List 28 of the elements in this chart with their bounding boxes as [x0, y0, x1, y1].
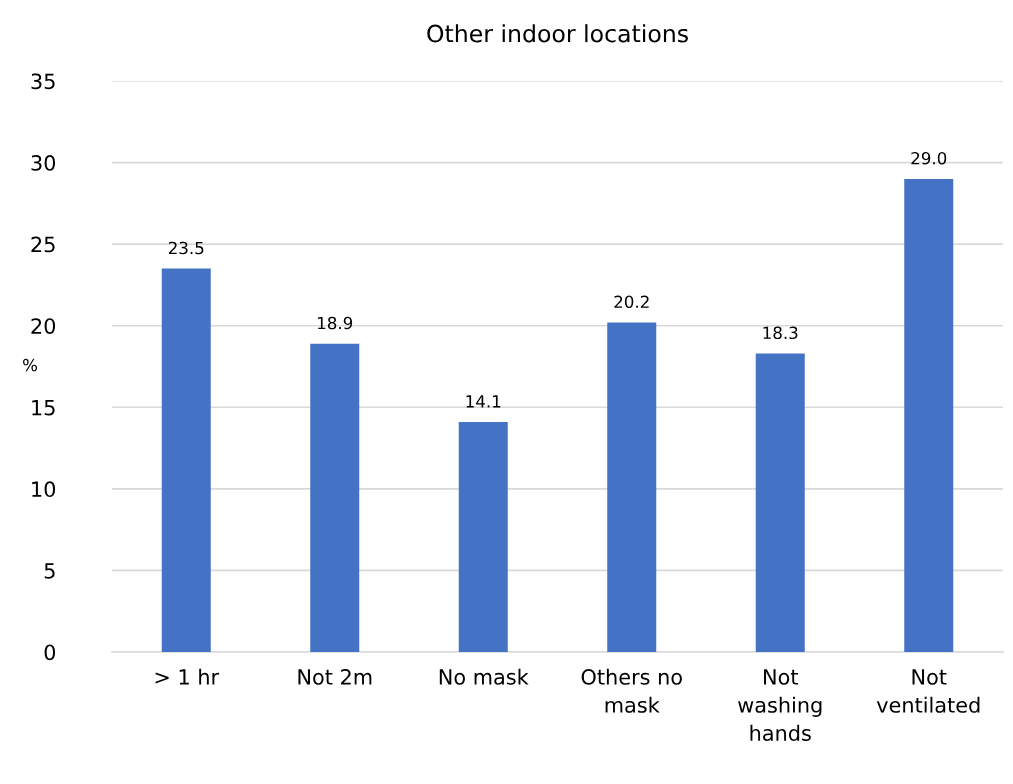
data-label: 18.3: [763, 326, 798, 340]
data-label: 14.1: [466, 395, 501, 408]
x-tick-label: Not 2m: [298, 669, 372, 685]
data-label: 20.2: [614, 295, 649, 309]
y-axis-title: %: [23, 358, 38, 372]
y-tick-label: 20: [31, 318, 56, 334]
bar: [310, 343, 360, 652]
x-tick-label: Not washing hands: [738, 669, 822, 741]
y-tick-label: 10: [32, 481, 56, 498]
y-tick-label: 5: [44, 563, 55, 579]
chart-title: Other indoor locations: [427, 24, 688, 43]
bar: [458, 421, 508, 652]
y-tick-label: 25: [31, 236, 55, 253]
y-tick-label: 30: [31, 155, 56, 171]
x-tick-label: Not ventilated: [876, 669, 980, 713]
bar: [161, 268, 211, 652]
y-tick-label: 15: [32, 400, 55, 416]
y-tick-label: 0: [44, 644, 56, 661]
bar: [755, 353, 805, 652]
x-tick-label: Others no mask: [581, 668, 682, 713]
bar: [607, 322, 657, 652]
bar: [904, 178, 954, 652]
x-tick-label: No mask: [439, 668, 529, 685]
data-label: 23.5: [168, 241, 204, 255]
data-label: 29.0: [911, 151, 947, 165]
data-label: 18.9: [318, 316, 353, 330]
y-tick-label: 35: [31, 73, 55, 90]
x-tick-label: > 1 hr: [155, 668, 220, 685]
